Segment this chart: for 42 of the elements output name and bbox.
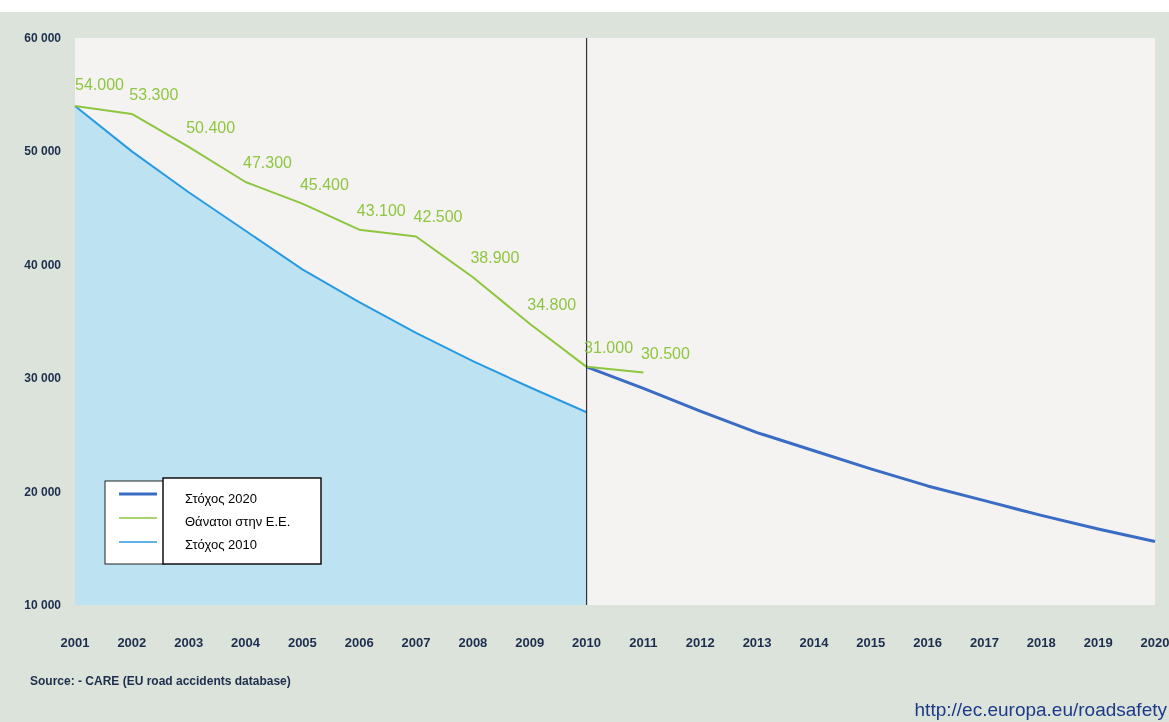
y-tick-label: 40 000	[24, 257, 62, 272]
x-tick-label: 2001	[60, 635, 90, 650]
x-tick-label: 2020	[1140, 635, 1169, 650]
x-tick-label: 2010	[572, 635, 602, 650]
x-tick-label: 2007	[401, 635, 431, 650]
x-tick-label: 2012	[685, 635, 715, 650]
source-note: Source: - CARE (EU road accidents database)	[30, 674, 291, 688]
x-tick-label: 2013	[742, 635, 772, 650]
y-tick-label: 50 000	[24, 144, 62, 159]
text: http://ec.europa.eu/roadsafety	[914, 699, 1168, 720]
x-tick-label: 2009	[515, 635, 545, 650]
x-tick-label: 2003	[174, 635, 204, 650]
x-tick-label: 2015	[856, 635, 886, 650]
data-label: 45.400	[299, 175, 349, 193]
data-label: 53.300	[129, 85, 179, 103]
x-tick-label: 2014	[799, 635, 830, 650]
x-tick-label: 2017	[970, 635, 999, 650]
y-tick-label: 60 000	[24, 31, 62, 45]
y-tick-label: 30 000	[24, 371, 62, 386]
x-tick-label: 2004	[231, 635, 261, 650]
x-tick-label: 2002	[117, 635, 147, 650]
x-tick-label: 2011	[629, 635, 658, 650]
data-label: 54.000	[75, 76, 125, 94]
x-tick-label: 2006	[344, 635, 374, 650]
legend-label: Θάνατοι στην Ε.Ε.	[185, 514, 291, 529]
x-tick-label: 2016	[913, 635, 943, 650]
line-series	[585, 365, 1157, 543]
x-tick-label: 2019	[1083, 635, 1113, 650]
y-tick-label: 20 000	[24, 484, 62, 499]
y-tick-label: 10 000	[24, 598, 62, 612]
data-label: 38.900	[470, 249, 520, 267]
x-tick-label: 2018	[1026, 635, 1056, 650]
legend-label: Στόχος 2010	[185, 537, 257, 552]
data-label: 42.500	[413, 208, 463, 226]
x-tick-label: 2005	[287, 635, 317, 650]
data-label: 47.300	[243, 154, 293, 172]
data-label: 30.500	[640, 344, 690, 362]
data-label: 34.800	[527, 295, 577, 313]
data-label: 50.400	[186, 118, 236, 136]
data-label: 43.100	[356, 201, 406, 219]
x-tick-label: 2008	[458, 635, 488, 650]
legend-label: Στόχος 2020	[185, 491, 257, 506]
